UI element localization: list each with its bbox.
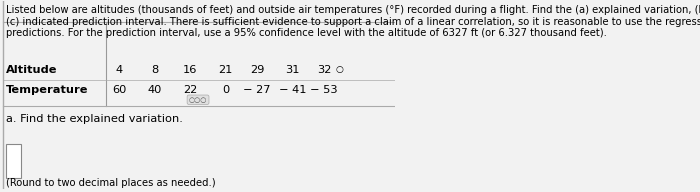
Text: 21: 21 xyxy=(218,65,233,75)
Text: 16: 16 xyxy=(183,65,197,75)
Text: (Round to two decimal places as needed.): (Round to two decimal places as needed.) xyxy=(6,178,216,188)
Text: 8: 8 xyxy=(151,65,158,75)
FancyBboxPatch shape xyxy=(6,144,21,177)
Text: Altitude: Altitude xyxy=(6,65,57,75)
Text: 22: 22 xyxy=(183,85,197,95)
Text: 31: 31 xyxy=(285,65,300,75)
Text: Listed below are altitudes (thousands of feet) and outside air temperatures (°F): Listed below are altitudes (thousands of… xyxy=(6,5,700,38)
Text: 4: 4 xyxy=(116,65,123,75)
Text: ○○○: ○○○ xyxy=(189,97,207,103)
Text: 29: 29 xyxy=(250,65,264,75)
Text: Temperature: Temperature xyxy=(6,85,89,95)
Text: 32: 32 xyxy=(316,65,331,75)
Text: 60: 60 xyxy=(112,85,127,95)
Text: − 41: − 41 xyxy=(279,85,306,95)
Text: − 53: − 53 xyxy=(310,85,337,95)
Text: a. Find the explained variation.: a. Find the explained variation. xyxy=(6,114,183,124)
Text: ○: ○ xyxy=(336,65,344,74)
Text: − 27: − 27 xyxy=(244,85,271,95)
Text: 0: 0 xyxy=(222,85,229,95)
Text: 40: 40 xyxy=(148,85,162,95)
